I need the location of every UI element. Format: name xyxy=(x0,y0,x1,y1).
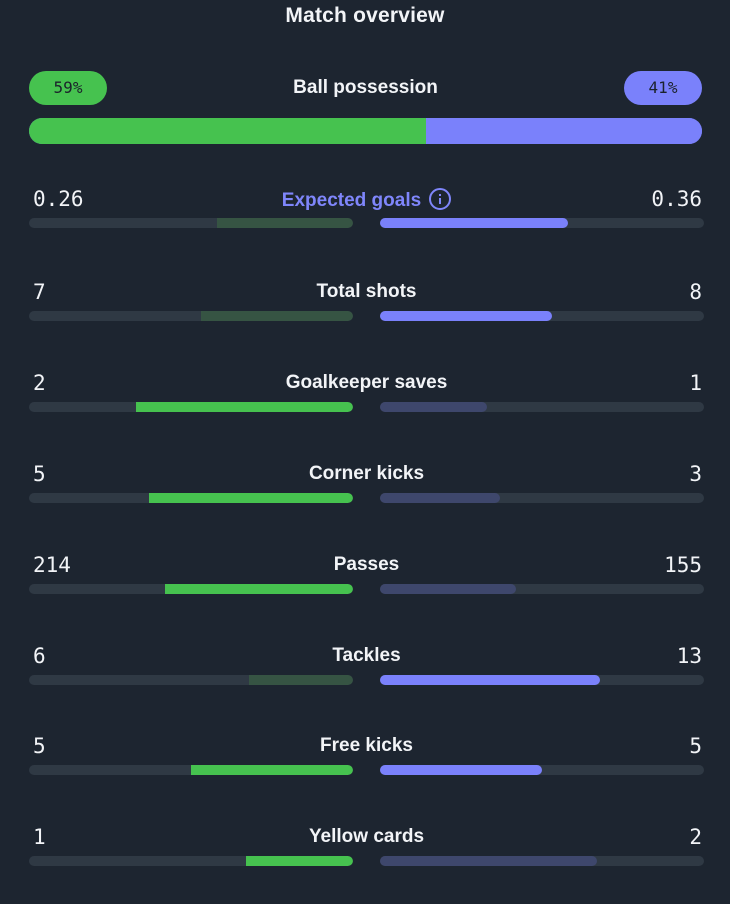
home-bar-track xyxy=(29,765,353,775)
home-bar-track xyxy=(29,675,353,685)
away-bar-fill xyxy=(380,584,517,594)
home-bar-fill xyxy=(191,765,353,775)
stat-label-expected-goals[interactable]: Expected goals xyxy=(29,188,704,212)
home-value: 5 xyxy=(33,462,46,486)
away-bar-fill xyxy=(380,311,552,321)
home-bar-track xyxy=(29,493,353,503)
away-bar-fill xyxy=(380,856,598,866)
home-bar-fill xyxy=(249,675,353,685)
stat-label-passes: Passes xyxy=(333,554,400,575)
home-bar-track xyxy=(29,311,353,321)
away-value: 5 xyxy=(689,734,702,758)
away-bar-track xyxy=(380,493,704,503)
stat-label-total-shots: Total shots xyxy=(316,281,417,302)
away-bar-fill xyxy=(380,493,500,503)
ball-possession-header: 59% Ball possession 41% xyxy=(29,71,702,105)
away-value: 0.36 xyxy=(651,187,702,211)
away-bar-track xyxy=(380,311,704,321)
home-value: 5 xyxy=(33,734,46,758)
possession-bar-home xyxy=(29,118,427,144)
away-bar-fill xyxy=(380,675,601,685)
stat-label-tackles: Tackles xyxy=(332,645,401,666)
away-bar-track xyxy=(380,856,704,866)
away-bar-track xyxy=(380,675,704,685)
away-bar-track xyxy=(380,584,704,594)
away-bar-fill xyxy=(380,218,568,228)
away-value: 8 xyxy=(689,280,702,304)
home-bar-fill xyxy=(148,493,353,503)
home-bar-track xyxy=(29,584,353,594)
away-bar-fill xyxy=(380,402,487,412)
away-bar-track xyxy=(380,402,704,412)
home-bar-fill xyxy=(165,584,353,594)
away-bar-track xyxy=(380,218,704,228)
stat-row-total-shots: 7 Total shots 8 xyxy=(29,280,704,340)
stat-row-passes: 214 Passes 155 xyxy=(29,553,704,613)
away-bar-fill xyxy=(380,765,542,775)
away-value: 2 xyxy=(689,825,702,849)
stat-row-tackles: 6 Tackles 13 xyxy=(29,644,704,704)
stat-label-yellow-cards: Yellow cards xyxy=(308,826,425,847)
home-bar-track xyxy=(29,218,353,228)
away-value: 13 xyxy=(676,644,702,668)
away-value: 1 xyxy=(689,371,702,395)
stat-label-corner-kicks: Corner kicks xyxy=(308,463,425,484)
home-bar-fill xyxy=(135,402,353,412)
stat-row-yellow-cards: 1 Yellow cards 2 xyxy=(29,825,704,885)
home-value: 1 xyxy=(33,825,46,849)
possession-bar xyxy=(29,118,702,144)
ball-possession-row: 59% Ball possession 41% xyxy=(29,71,702,144)
stat-row-corner-kicks: 5 Corner kicks 3 xyxy=(29,462,704,522)
stat-row-goalkeeper-saves: 2 Goalkeeper saves 1 xyxy=(29,371,704,431)
home-bar-track xyxy=(29,402,353,412)
stat-label-text[interactable]: Expected goals xyxy=(281,190,422,211)
info-icon[interactable] xyxy=(429,188,452,210)
possession-bar-away xyxy=(426,118,702,144)
home-bar-track xyxy=(29,856,353,866)
away-possession-badge: 41% xyxy=(624,71,702,105)
away-value: 3 xyxy=(689,462,702,486)
away-value: 155 xyxy=(664,553,702,577)
home-value: 0.26 xyxy=(33,187,84,211)
home-bar-fill xyxy=(246,856,353,866)
home-value: 6 xyxy=(33,644,46,668)
match-overview-title: Match overview xyxy=(285,4,445,27)
home-value: 214 xyxy=(33,553,71,577)
home-bar-fill xyxy=(200,311,353,321)
home-value: 2 xyxy=(33,371,46,395)
home-possession-badge: 59% xyxy=(29,71,107,105)
home-bar-fill xyxy=(216,218,353,228)
home-value: 7 xyxy=(33,280,46,304)
stat-row-expected-goals: 0.26 Expected goals 0.36 xyxy=(29,187,704,247)
stat-label-goalkeeper-saves: Goalkeeper saves xyxy=(285,372,448,393)
stat-label-free-kicks: Free kicks xyxy=(320,735,413,756)
away-bar-track xyxy=(380,765,704,775)
ball-possession-label: Ball possession xyxy=(293,77,438,98)
stat-row-free-kicks: 5 Free kicks 5 xyxy=(29,734,704,794)
